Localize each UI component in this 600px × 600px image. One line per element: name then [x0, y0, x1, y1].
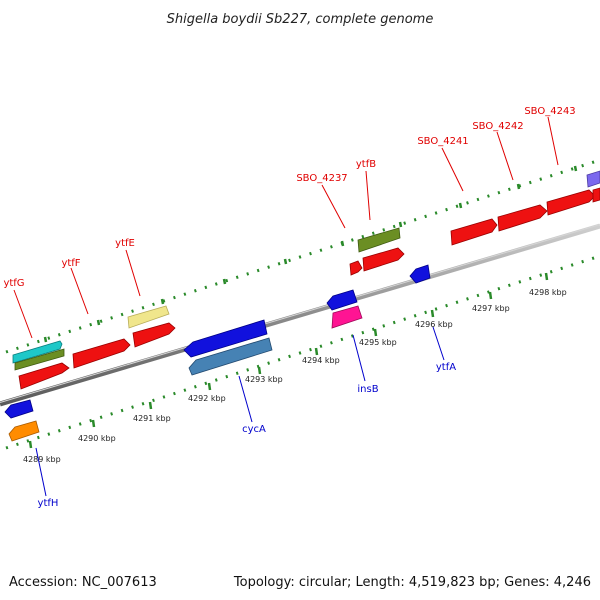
gene-arrow[interactable] [127, 305, 170, 329]
kbp-label: 4290 kbp [78, 434, 116, 443]
kbp-label: 4296 kbp [415, 320, 453, 329]
kbp-label: 4298 kbp [529, 288, 567, 297]
map-title: Shigella boydii Sb227, complete genome [167, 12, 434, 27]
gene-arrow[interactable] [18, 362, 70, 390]
reverse-gene-labels: ytfH cycA insB ytfA [38, 362, 457, 509]
reverse-major-ticks [28, 272, 549, 449]
forward-label-leaders [13, 116, 559, 339]
gene-arrow[interactable] [450, 218, 498, 246]
reverse-gene-features [4, 264, 431, 442]
gene-label-ytfF: ytfF [61, 258, 80, 269]
gene-arrow[interactable] [14, 348, 65, 371]
gene-arrow[interactable] [349, 260, 363, 276]
forward-gene-features [12, 170, 600, 390]
gene-arrow[interactable] [183, 319, 268, 358]
gene-label-ytfG: ytfG [3, 278, 24, 289]
accession-text: Accession: NC_007613 [9, 575, 157, 590]
gene-arrow[interactable] [331, 305, 363, 329]
gene-label-ytfB: ytfB [356, 159, 376, 170]
gene-label-SBO_4237: SBO_4237 [296, 173, 347, 184]
gene-arrow[interactable] [72, 338, 131, 369]
kbp-labels: 4289 kbp 4290 kbp 4291 kbp 4292 kbp 4293… [23, 288, 567, 464]
genome-summary-text: Topology: circular; Length: 4,519,823 bp… [233, 575, 591, 590]
gene-arrow[interactable] [4, 399, 34, 419]
gene-arrow[interactable] [188, 337, 273, 376]
gene-arrow[interactable] [357, 227, 401, 253]
gene-label-SBO_4242: SBO_4242 [472, 121, 523, 132]
forward-gene-labels: ytfG ytfF ytfE SBO_4237 ytfB SBO_4241 SB… [3, 106, 575, 289]
gene-label-SBO_4243: SBO_4243 [524, 106, 575, 117]
gene-label-ytfA: ytfA [436, 362, 456, 373]
forward-major-ticks [43, 165, 578, 343]
backbone-highlight [0, 224, 600, 403]
gene-label-SBO_4241: SBO_4241 [417, 136, 468, 147]
reverse-label-leaders [35, 326, 445, 497]
genome-backbone [0, 223, 600, 407]
gene-label-insB: insB [357, 384, 378, 395]
kbp-label: 4297 kbp [472, 304, 510, 313]
kbp-label: 4292 kbp [188, 394, 226, 403]
gene-arrow[interactable] [132, 322, 176, 348]
gene-arrow[interactable] [497, 204, 548, 232]
gene-arrow[interactable] [8, 420, 40, 442]
gene-label-ytfE: ytfE [115, 238, 135, 249]
gene-label-ytfH: ytfH [38, 498, 59, 509]
gene-arrow[interactable] [586, 170, 600, 188]
gene-arrow[interactable] [326, 289, 358, 311]
kbp-label: 4289 kbp [23, 455, 61, 464]
gene-label-cycA: cycA [242, 424, 266, 435]
gene-arrow[interactable] [592, 187, 600, 203]
gene-arrow[interactable] [409, 264, 431, 284]
kbp-label: 4294 kbp [302, 356, 340, 365]
kbp-label: 4295 kbp [359, 338, 397, 347]
kbp-label: 4293 kbp [245, 375, 283, 384]
forward-scale [5, 158, 600, 354]
kbp-label: 4291 kbp [133, 414, 171, 423]
gene-arrow[interactable] [12, 340, 63, 364]
gene-arrow[interactable] [546, 189, 596, 216]
gene-arrow[interactable] [362, 247, 405, 272]
